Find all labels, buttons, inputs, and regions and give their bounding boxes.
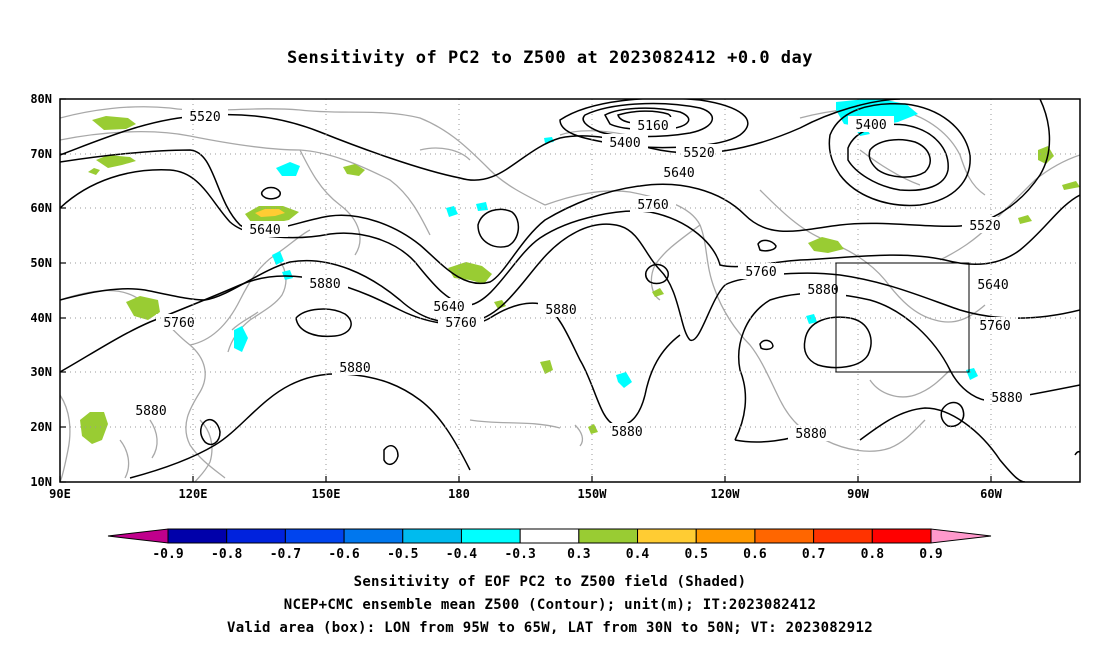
coastlines [60, 106, 1080, 482]
sensitivity-shading [80, 99, 1080, 444]
contour-label: 5160 [637, 119, 668, 134]
colorbar-box [167, 528, 228, 544]
axis-ticks [59, 98, 992, 483]
colorbar-box [871, 528, 932, 544]
colorbar-label: -0.6 [328, 547, 359, 562]
colorbar-box [695, 528, 756, 544]
contour-label: 5640 [249, 223, 280, 238]
colorbar-label: -0.3 [504, 547, 535, 562]
colorbar-box [226, 528, 286, 544]
colorbar-box [402, 528, 462, 544]
contour-label: 5400 [855, 118, 886, 133]
lon-label: 90W [847, 487, 869, 501]
colorbar-label: 0.9 [919, 547, 942, 562]
contour-label: 5880 [807, 283, 838, 298]
caption-line-3: Valid area (box): LON from 95W to 65W, L… [227, 620, 873, 636]
colorbar-label: -0.9 [152, 547, 183, 562]
colorbar-box [578, 528, 639, 544]
contour-label: 5880 [135, 404, 166, 419]
colorbar-box [754, 528, 815, 544]
colorbar-label: -0.8 [211, 547, 242, 562]
contour-label: 5880 [309, 277, 340, 292]
colorbar-label: -0.7 [270, 547, 301, 562]
plot-frame [59, 98, 1081, 483]
colorbar-label: 0.5 [684, 547, 707, 562]
contour-label: 5640 [663, 166, 694, 181]
colorbar-label: 0.6 [743, 547, 767, 562]
lat-labels: 80N 70N 60N 50N 40N 30N 20N 10N [30, 92, 52, 489]
contour-label: 5880 [545, 303, 576, 318]
contour-label: 5760 [637, 198, 668, 213]
z500-contours [60, 99, 1080, 482]
lon-label: 60W [980, 487, 1002, 501]
lat-label: 10N [30, 475, 52, 489]
contour-label: 5880 [611, 425, 642, 440]
colorbar-label: -0.4 [446, 547, 477, 562]
lat-label: 30N [30, 365, 52, 379]
contour-label: 5880 [795, 427, 826, 442]
lat-label: 80N [30, 92, 52, 106]
colorbar-box [813, 528, 873, 544]
colorbar-arrow-left [107, 528, 169, 544]
contour-label: 5760 [445, 316, 476, 331]
colorbar-box [343, 528, 404, 544]
contour-label: 5640 [977, 278, 1008, 293]
colorbar-box [460, 528, 521, 544]
colorbar: -0.9 -0.8 -0.7 -0.6 -0.5 -0.4 -0.3 0.3 0.4 0.5 0.6… [107, 528, 992, 562]
colorbar-label: 0.3 [567, 547, 590, 562]
contour-label: 5880 [339, 361, 370, 376]
colorbar-box [519, 528, 580, 544]
contour-label: 5400 [609, 136, 640, 151]
colorbar-label: 0.8 [861, 547, 885, 562]
colorbar-label: 0.4 [626, 547, 650, 562]
valid-area-box [835, 262, 970, 373]
contour-label: 5520 [683, 146, 714, 161]
colorbar-box [284, 528, 345, 544]
contour-label: 5760 [979, 319, 1010, 334]
contour-label: 5520 [189, 110, 220, 125]
lon-labels: 90E 120E 150E 180 150W 120W 90W 60W [49, 487, 1002, 501]
contour-labels: 5520 5160 5400 5520 5400 5640 5760 5520 … [128, 108, 1030, 442]
lat-label: 20N [30, 420, 52, 434]
colorbar-label: -0.5 [387, 547, 418, 562]
contour-label: 5760 [745, 265, 776, 280]
lon-label: 150E [312, 487, 341, 501]
lon-label: 180 [448, 487, 470, 501]
contour-label: 5520 [969, 219, 1000, 234]
colorbar-box [637, 528, 697, 544]
contour-label: 5760 [163, 316, 194, 331]
contour-label: 5880 [991, 391, 1022, 406]
lat-label: 50N [30, 256, 52, 270]
contour-label: 5640 [433, 300, 464, 315]
lon-label: 120W [711, 487, 741, 501]
lat-label: 40N [30, 311, 52, 325]
lat-label: 70N [30, 147, 52, 161]
lat-label: 60N [30, 201, 52, 215]
lon-label: 150W [578, 487, 608, 501]
gridlines [60, 99, 1080, 482]
caption-line-1: Sensitivity of EOF PC2 to Z500 field (Sh… [353, 574, 747, 590]
colorbar-label: 0.7 [802, 547, 825, 562]
lon-label: 90E [49, 487, 71, 501]
caption-line-2: NCEP+CMC ensemble mean Z500 (Contour); u… [283, 597, 817, 613]
plot-title: Sensitivity of PC2 to Z500 at 2023082412… [286, 48, 813, 68]
lon-label: 120E [179, 487, 208, 501]
colorbar-arrow-right [930, 528, 992, 544]
